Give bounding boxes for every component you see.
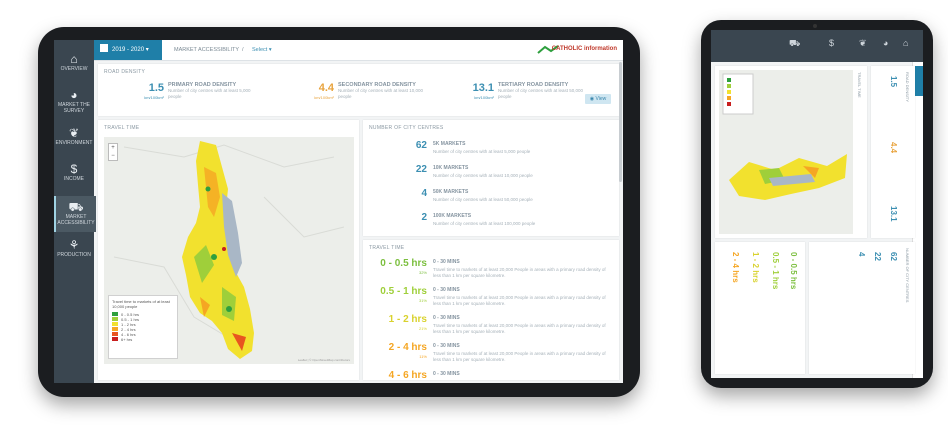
list-item: 0 - 0.5 hrs 32% 0 - 30 MINS Travel time … — [380, 258, 606, 278]
travel-time-map-panel: TRAVEL TIME — [715, 66, 867, 238]
panel-title: TRAVEL TIME — [104, 125, 140, 131]
leaf-icon: ❦ — [859, 38, 867, 48]
nav-item-overview[interactable]: ⌂ OVERVIEW — [54, 48, 94, 84]
side-nav-rotated: ⛟ $ ❦ ◕ ⌂ — [711, 30, 923, 62]
view-button[interactable]: ◉ View — [585, 94, 611, 104]
panel-title: NUMBER OF CITY CENTRES — [369, 125, 444, 131]
city-centres-panel-rotated: NUMBER OF CITY CENTRES 62 22 4 — [809, 242, 915, 374]
panel-title: TRAVEL TIME — [369, 245, 405, 251]
pie-chart-icon: ◕ — [70, 88, 78, 102]
dashboard-screen-rotated: ⛟ $ ❦ ◕ ⌂ TRAVEL TIME ROAD DE — [711, 30, 923, 378]
leaf-icon: ❦ — [68, 126, 80, 140]
legend-item: 2 - 4 hrs — [112, 327, 177, 332]
select-dropdown[interactable]: Select ▾ — [252, 47, 272, 53]
plant-icon: ⚘ — [68, 238, 80, 252]
panel-title: TRAVEL TIME — [857, 72, 862, 98]
map-legend: Travel time to markets of at least 10,00… — [108, 295, 178, 359]
year-selector[interactable] — [913, 66, 923, 96]
list-item: 0.5 - 1 hrs 31% 0 - 30 MINS Travel time … — [380, 286, 606, 306]
travel-time-map[interactable] — [719, 70, 853, 234]
city-centres-panel: NUMBER OF CITY CENTRES 62 5K MARKETS Num… — [363, 120, 619, 236]
travel-time-map[interactable]: + − Travel time to markets of at least 10… — [104, 137, 354, 364]
year-selector[interactable]: 2019 - 2020 ▾ — [94, 40, 162, 60]
catholic-logo: CATHOLIC information — [551, 46, 617, 52]
panel-title: ROAD DENSITY — [905, 72, 910, 103]
travel-time-panel-rotated: 0 - 0.5 hrs 0.5 - 1 hrs 1 - 2 hrs 2 - 4 … — [715, 242, 805, 374]
scrollbar[interactable] — [619, 62, 622, 182]
calendar-icon — [100, 44, 108, 52]
partner-logo — [537, 45, 559, 54]
eye-icon: ◉ — [589, 96, 596, 102]
map-graphic — [722, 73, 847, 200]
truck-icon: ⛟ — [68, 200, 84, 214]
travel-time-panel: TRAVEL TIME 0 - 0.5 hrs 32% 0 - 30 MINS … — [363, 240, 619, 381]
nav-item-income[interactable]: $ INCOME — [54, 158, 94, 194]
list-item: 2 100K MARKETS Number of city centres wi… — [421, 212, 536, 226]
map-attribution[interactable]: Leaflet | © OpenStreetMap contributors — [297, 358, 350, 362]
legend-item: 4 - 6 hrs — [112, 332, 177, 337]
nav-item-production[interactable]: ⚘ PRODUCTION — [54, 234, 94, 270]
tablet-landscape: ⌂ OVERVIEW ◕ MARKET THE SURVEY ❦ ENVIRONMEN… — [38, 27, 640, 397]
nav-item-environment[interactable]: ❦ ENVIRONMENT — [55, 126, 93, 146]
top-bar: 2019 - 2020 ▾ MARKET ACCESSIBILITY / Sel… — [94, 40, 623, 61]
road-density-panel: ROAD DENSITY 1.5 km/100km² PRIMARY ROAD … — [98, 64, 619, 116]
country-shape — [182, 141, 254, 359]
list-item: 62 5K MARKETS Number of city centres wit… — [415, 140, 531, 154]
road-density-panel-rotated: ROAD DENSITY 1.5 4.4 13.1 — [871, 66, 915, 238]
list-item: 4 - 6 hrs 0 - 30 MINS — [388, 370, 460, 381]
pie-chart-icon: ◕ — [883, 38, 889, 48]
chevron-down-icon: ▾ — [145, 47, 149, 53]
list-item: 22 10K MARKETS Number of city centres wi… — [415, 164, 533, 178]
nav-item-market-accessibility[interactable]: ⛟ MARKET ACCESSIBILITY — [54, 196, 96, 232]
side-nav: ⌂ OVERVIEW ◕ MARKET THE SURVEY ❦ ENVIRONMEN… — [54, 40, 96, 383]
camera-dot — [813, 24, 817, 28]
money-icon: $ — [70, 162, 78, 176]
zoom-out-button[interactable]: − — [111, 153, 115, 159]
breadcrumb[interactable]: MARKET ACCESSIBILITY — [174, 47, 240, 53]
list-item: 1 - 2 hrs 21% 0 - 30 MINS Travel time to… — [388, 314, 606, 334]
truck-icon: ⛟ — [789, 38, 801, 48]
breadcrumb-separator: / — [242, 47, 244, 53]
legend-item: 0 - 0.5 hrs — [112, 312, 177, 317]
home-icon: ⌂ — [903, 38, 909, 48]
zoom-control: + − — [108, 143, 118, 161]
home-icon: ⌂ — [70, 52, 78, 66]
list-item: 2 - 4 hrs 11% 0 - 30 MINS Travel time to… — [388, 342, 606, 362]
legend-item: 6+ hrs — [112, 337, 177, 342]
legend-item: 0.5 - 1 hrs — [112, 317, 177, 322]
nav-item-market-survey[interactable]: ◕ MARKET THE SURVEY — [54, 84, 94, 120]
panel-title: ROAD DENSITY — [104, 69, 146, 75]
tertiary-road-density: 13.1 km/100km² TERTIARY ROAD DENSITY Num… — [472, 82, 584, 100]
dashboard-screen: ⌂ OVERVIEW ◕ MARKET THE SURVEY ❦ ENVIRONMEN… — [54, 40, 623, 383]
zoom-in-button[interactable]: + — [111, 145, 115, 151]
money-icon: $ — [829, 38, 835, 48]
panel-title: NUMBER OF CITY CENTRES — [905, 248, 910, 303]
list-item: 4 50K MARKETS Number of city centres wit… — [421, 188, 533, 202]
map-graphic — [113, 141, 345, 359]
travel-time-map-panel: TRAVEL TIME + — [98, 120, 359, 380]
primary-road-density: 1.5 km/100km² PRIMARY ROAD DENSITY Numbe… — [144, 82, 251, 100]
tablet-portrait: ⛟ $ ❦ ◕ ⌂ TRAVEL TIME ROAD DE — [701, 20, 933, 388]
secondary-road-density: 4.4 km/100km² SECONDARY ROAD DENSITY Num… — [314, 82, 424, 100]
legend-item: 1 - 2 hrs — [112, 322, 177, 327]
